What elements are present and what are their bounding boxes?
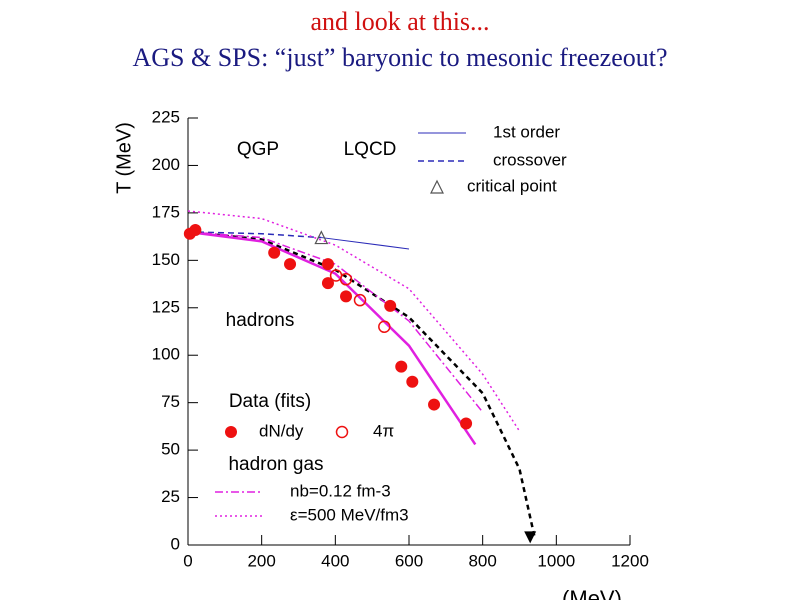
point xyxy=(524,531,537,544)
x-tick-label: 600 xyxy=(395,551,423,570)
legend-label: 4π xyxy=(373,421,394,440)
point xyxy=(378,320,391,334)
point xyxy=(460,417,473,430)
x-tick-label: 0 xyxy=(183,551,192,570)
y-tick-label: 0 xyxy=(171,534,180,553)
point xyxy=(406,375,419,388)
point xyxy=(321,258,334,271)
curve xyxy=(187,231,484,413)
point xyxy=(189,223,202,236)
legend-label: dN/dy xyxy=(259,421,304,440)
curve xyxy=(187,230,536,536)
x-tick-label: 200 xyxy=(247,551,275,570)
y-tick-label: 50 xyxy=(161,440,180,459)
y-tick-label: 100 xyxy=(152,345,180,364)
annotation: Data (fits) xyxy=(229,391,311,412)
legend-swatch xyxy=(335,425,349,439)
x-tick-label: 800 xyxy=(468,551,496,570)
y-tick-label: 225 xyxy=(152,107,180,126)
x-tick-label: 1000 xyxy=(537,551,575,570)
curve xyxy=(321,237,410,250)
point xyxy=(384,299,397,312)
annotation: hadrons xyxy=(226,310,295,331)
curve xyxy=(187,210,521,432)
annotation: QGP xyxy=(237,139,279,160)
legend-label: ε=500 MeV/fm3 xyxy=(290,505,409,524)
point xyxy=(353,293,367,307)
y-tick-label: 75 xyxy=(161,392,180,411)
legend-label: crossover xyxy=(493,150,567,169)
y-axis-label: T (MeV) xyxy=(113,122,135,194)
y-tick-label: 150 xyxy=(152,250,180,269)
legend-label: nb=0.12 fm-3 xyxy=(290,481,391,500)
x-axis-label: (MeV) xyxy=(562,586,622,600)
legend-label: critical point xyxy=(467,176,557,195)
y-tick-label: 175 xyxy=(152,202,180,221)
point xyxy=(340,290,353,303)
point xyxy=(339,273,353,286)
annotation: hadron gas xyxy=(228,454,323,475)
legend-swatch xyxy=(430,179,444,194)
point xyxy=(268,246,281,259)
legend-label: 1st order xyxy=(493,122,560,141)
slide-title: and look at this... xyxy=(310,7,489,36)
point xyxy=(284,258,297,271)
y-tick-label: 200 xyxy=(152,155,180,174)
x-tick-label: 1200 xyxy=(611,551,649,570)
point xyxy=(314,230,329,245)
legend-swatch xyxy=(225,426,237,438)
point xyxy=(321,277,334,290)
point xyxy=(428,398,441,411)
point xyxy=(395,360,408,373)
slide-subtitle: AGS & SPS: “just” baryonic to mesonic fr… xyxy=(132,43,667,72)
x-tick-label: 400 xyxy=(321,551,349,570)
y-tick-label: 125 xyxy=(152,297,180,316)
curve xyxy=(187,231,322,239)
y-tick-label: 25 xyxy=(161,487,180,506)
curve xyxy=(187,230,477,446)
annotation: LQCD xyxy=(344,139,397,160)
